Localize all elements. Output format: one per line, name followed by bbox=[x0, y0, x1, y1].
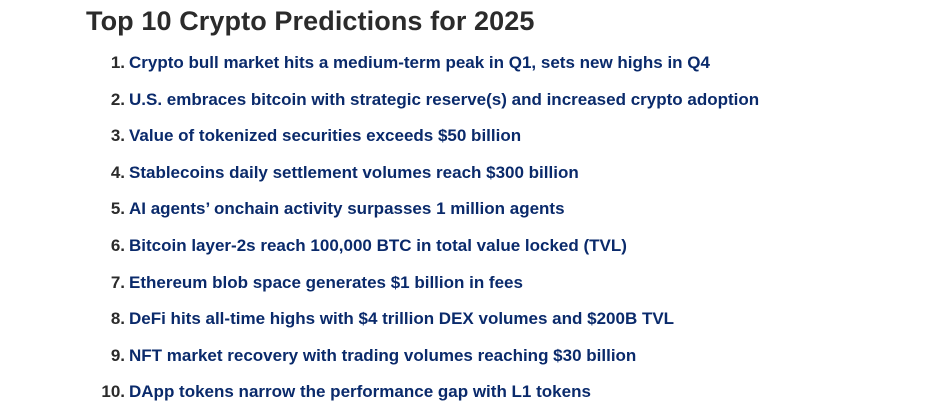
list-item: 6. Bitcoin layer-2s reach 100,000 BTC in… bbox=[0, 231, 948, 268]
page-title: Top 10 Crypto Predictions for 2025 bbox=[86, 6, 535, 36]
item-text: Ethereum blob space generates $1 billion… bbox=[129, 272, 523, 292]
item-text: AI agents’ onchain activity surpasses 1 … bbox=[129, 199, 565, 219]
item-text: U.S. embraces bitcoin with strategic res… bbox=[129, 89, 760, 109]
list-item: 9. NFT market recovery with trading volu… bbox=[0, 341, 948, 378]
item-number: 4. bbox=[110, 162, 125, 182]
list-item: 7. Ethereum blob space generates $1 bill… bbox=[0, 268, 948, 305]
list-item: 1. Crypto bull market hits a medium-term… bbox=[0, 48, 948, 85]
item-text: Crypto bull market hits a medium-term pe… bbox=[129, 53, 710, 72]
item-number: 10. bbox=[101, 382, 125, 402]
item-number: 6. bbox=[110, 235, 125, 255]
item-number: 1. bbox=[110, 53, 125, 72]
list-item: 5. AI agents’ onchain activity surpasses… bbox=[0, 194, 948, 231]
item-text: Bitcoin layer-2s reach 100,000 BTC in to… bbox=[129, 235, 627, 255]
item-number: 2. bbox=[110, 89, 125, 109]
item-text: DeFi hits all-time highs with $4 trillio… bbox=[129, 309, 675, 329]
item-text: Stablecoins daily settlement volumes rea… bbox=[129, 162, 579, 182]
predictions-list: 1. Crypto bull market hits a medium-term… bbox=[0, 48, 948, 414]
list-item: 3. Value of tokenized securities exceeds… bbox=[0, 121, 948, 158]
item-number: 9. bbox=[110, 345, 125, 365]
item-number: 5. bbox=[110, 199, 125, 219]
list-item: 2. U.S. embraces bitcoin with strategic … bbox=[0, 85, 948, 122]
list-item: 10. DApp tokens narrow the performance g… bbox=[0, 377, 948, 414]
item-number: 8. bbox=[110, 309, 125, 329]
list-item: 4. Stablecoins daily settlement volumes … bbox=[0, 158, 948, 195]
item-number: 3. bbox=[110, 126, 125, 146]
item-text: DApp tokens narrow the performance gap w… bbox=[129, 382, 591, 402]
list-item: 8. DeFi hits all-time highs with $4 tril… bbox=[0, 304, 948, 341]
item-text: NFT market recovery with trading volumes… bbox=[129, 345, 637, 365]
item-number: 7. bbox=[110, 272, 125, 292]
item-text: Value of tokenized securities exceeds $5… bbox=[129, 126, 522, 146]
